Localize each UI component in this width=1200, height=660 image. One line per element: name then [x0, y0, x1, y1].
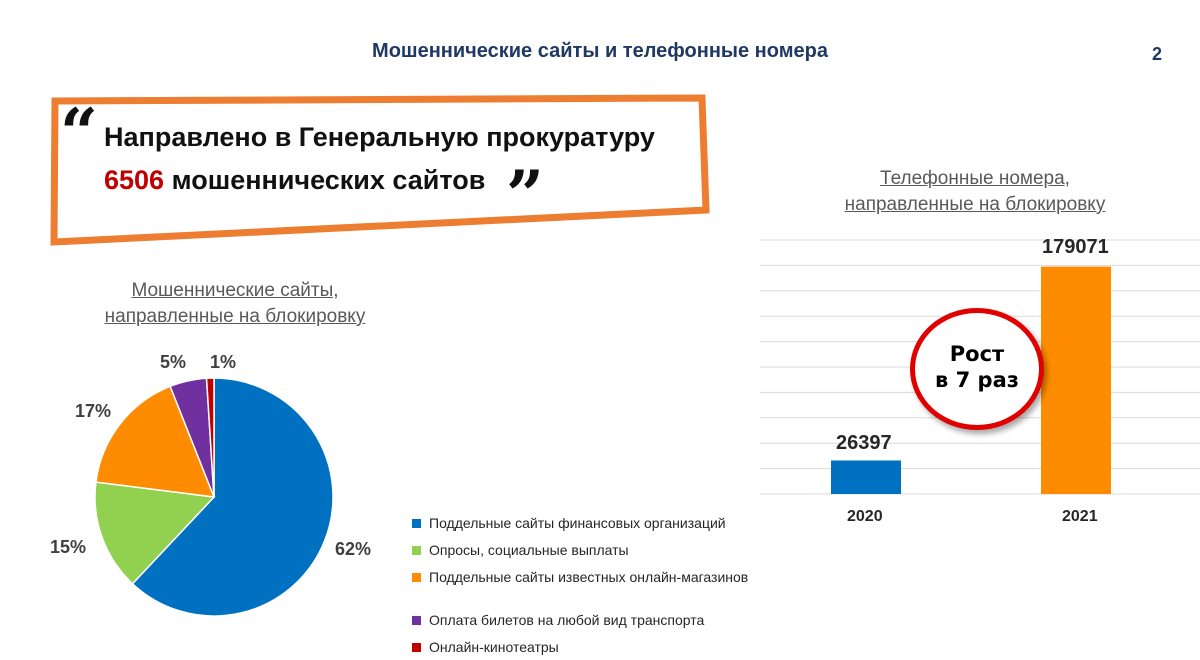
pie-title-line2: направленные на блокировку [104, 306, 366, 327]
pie-slice-financial [131, 377, 334, 617]
pie-chart-title: Мошеннические сайты, направленные на бло… [60, 278, 410, 330]
x-tick-2021: 2021 [1062, 508, 1098, 525]
bar-title-line1: Телефонные номера, [880, 168, 1070, 189]
legend-swatch [412, 642, 421, 652]
pie-slice-surveys [94, 481, 216, 585]
pie-title-line1: Мошеннические сайты, [131, 280, 339, 301]
page-number: 2 [1151, 44, 1162, 64]
growth-line1: Рост [949, 342, 1005, 366]
pie-label-transport: 5% [160, 352, 187, 372]
callout-line2: 6506 мошеннических сайтов [104, 159, 655, 202]
legend-label: Поддельные сайты известных онлайн-магази… [429, 569, 749, 585]
pie-chart [94, 377, 334, 617]
callout-border [50, 94, 710, 246]
legend-swatch [412, 572, 421, 582]
legend-item-transport: Оплата билетов на любой вид транспорта [412, 612, 704, 628]
pie-label-surveys: 15% [50, 537, 87, 557]
legend-swatch [412, 518, 421, 528]
legend-item-financial: Поддельные сайты финансовых организаций [412, 515, 726, 531]
legend-swatch [412, 545, 421, 555]
bar-2020 [831, 460, 901, 494]
pie-slice-cinemas [205, 377, 215, 498]
bar-2021 [1041, 266, 1111, 494]
pie-label-shops: 17% [75, 401, 112, 421]
callout-line1: Направлено в Генеральную прокуратуру [104, 122, 655, 152]
callout-line2-rest: мошеннических сайтов [164, 165, 486, 195]
legend-swatch [412, 615, 421, 625]
slide-title: Мошеннические сайты и телефонные номера [372, 40, 828, 62]
bar-value-label-2020: 26397 [836, 432, 892, 454]
close-quote-icon: ” [506, 156, 544, 234]
legend-label: Поддельные сайты финансовых организаций [429, 515, 726, 531]
pie-slice-shops [95, 385, 216, 498]
pie-label-cinemas: 1% [210, 352, 237, 372]
x-tick-2020: 2020 [847, 508, 883, 525]
legend-item-shops: Поддельные сайты известных онлайн-магази… [412, 569, 748, 585]
pie-label-financial: 62% [335, 539, 372, 559]
bar-chart-title: Телефонные номера, направленные на блоки… [800, 166, 1150, 218]
legend-item-surveys: Опросы, социальные выплаты [412, 542, 629, 558]
callout-text: Направлено в Генеральную прокуратуру 650… [104, 116, 655, 202]
legend-label: Оплата билетов на любой вид транспорта [429, 612, 705, 628]
growth-badge: Рост в 7 раз [910, 308, 1044, 430]
growth-badge-text: Рост в 7 раз [915, 341, 1039, 393]
legend-label: Опросы, социальные выплаты [429, 542, 629, 558]
callout-box [50, 94, 710, 246]
bar-title-line2: направленные на блокировку [844, 194, 1106, 215]
open-quote-icon: “ [60, 94, 98, 172]
sites-count: 6506 [104, 165, 165, 195]
legend-label: Онлайн-кинотеатры [429, 639, 559, 655]
bar-value-label-2021: 179071 [1042, 236, 1109, 258]
growth-line2: в 7 раз [935, 368, 1019, 392]
legend-item-cinemas: Онлайн-кинотеатры [412, 639, 559, 655]
